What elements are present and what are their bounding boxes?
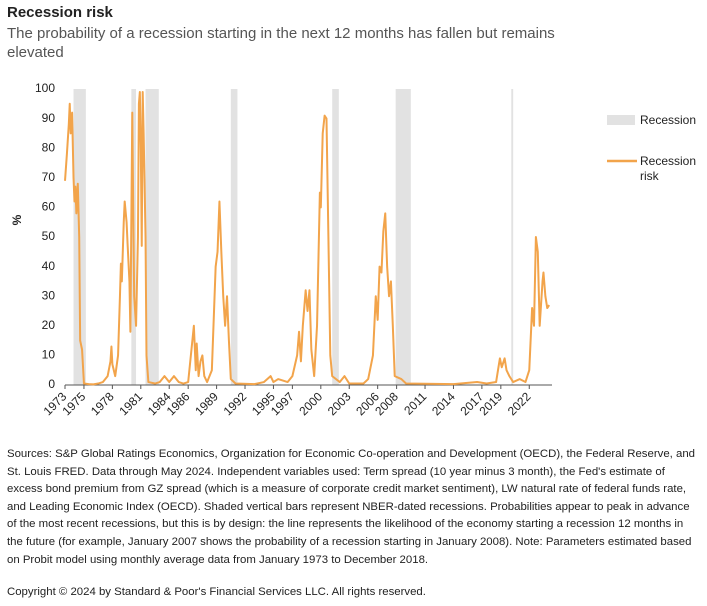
y-tick-label: 20	[42, 318, 56, 332]
legend-label: Recession risk	[640, 154, 697, 183]
recession-band	[395, 89, 411, 385]
y-tick-label: 80	[42, 140, 56, 154]
x-tick-label: 1989	[192, 389, 221, 418]
copyright: Copyright © 2024 by Standard & Poor's Fi…	[7, 586, 426, 598]
x-tick-label: 1981	[116, 389, 145, 418]
legend-label: Recession	[640, 113, 697, 127]
x-tick-label: 1986	[164, 389, 193, 418]
x-tick-label: 2022	[505, 389, 534, 418]
x-tick-label: 1978	[88, 389, 117, 418]
y-tick-label: 10	[42, 348, 56, 362]
x-tick-label: 2019	[476, 389, 505, 418]
chart-title: Recession risk	[7, 4, 113, 21]
y-tick-label: 90	[42, 111, 56, 125]
x-tick-label: 2011	[401, 389, 429, 417]
y-tick-label: 50	[42, 229, 56, 243]
y-tick-label: 30	[42, 288, 56, 302]
y-axis-label: %	[10, 214, 24, 225]
x-tick-label: 1975	[60, 389, 89, 418]
x-tick-label: 1997	[268, 389, 297, 418]
x-tick-label: 2014	[429, 389, 458, 418]
recession-band	[145, 89, 159, 385]
y-tick-label: 0	[48, 377, 55, 391]
recession-band	[332, 89, 339, 385]
x-tick-label: 2000	[296, 389, 325, 418]
y-tick-label: 60	[42, 200, 56, 214]
recession-band	[511, 89, 514, 385]
x-tick-label: 2003	[325, 389, 354, 418]
legend-swatch	[607, 115, 635, 125]
chart-subtitle: The probability of a recession starting …	[7, 25, 555, 61]
y-tick-label: 100	[35, 81, 55, 95]
recession-band	[230, 89, 238, 385]
line-series	[64, 90, 551, 386]
x-tick-label: 1992	[221, 389, 250, 418]
y-tick-label: 70	[42, 170, 56, 184]
x-tick-label: 2008	[372, 389, 401, 418]
footnote: Sources: S&P Global Ratings Economics, O…	[7, 448, 695, 566]
y-tick-label: 40	[42, 259, 56, 273]
